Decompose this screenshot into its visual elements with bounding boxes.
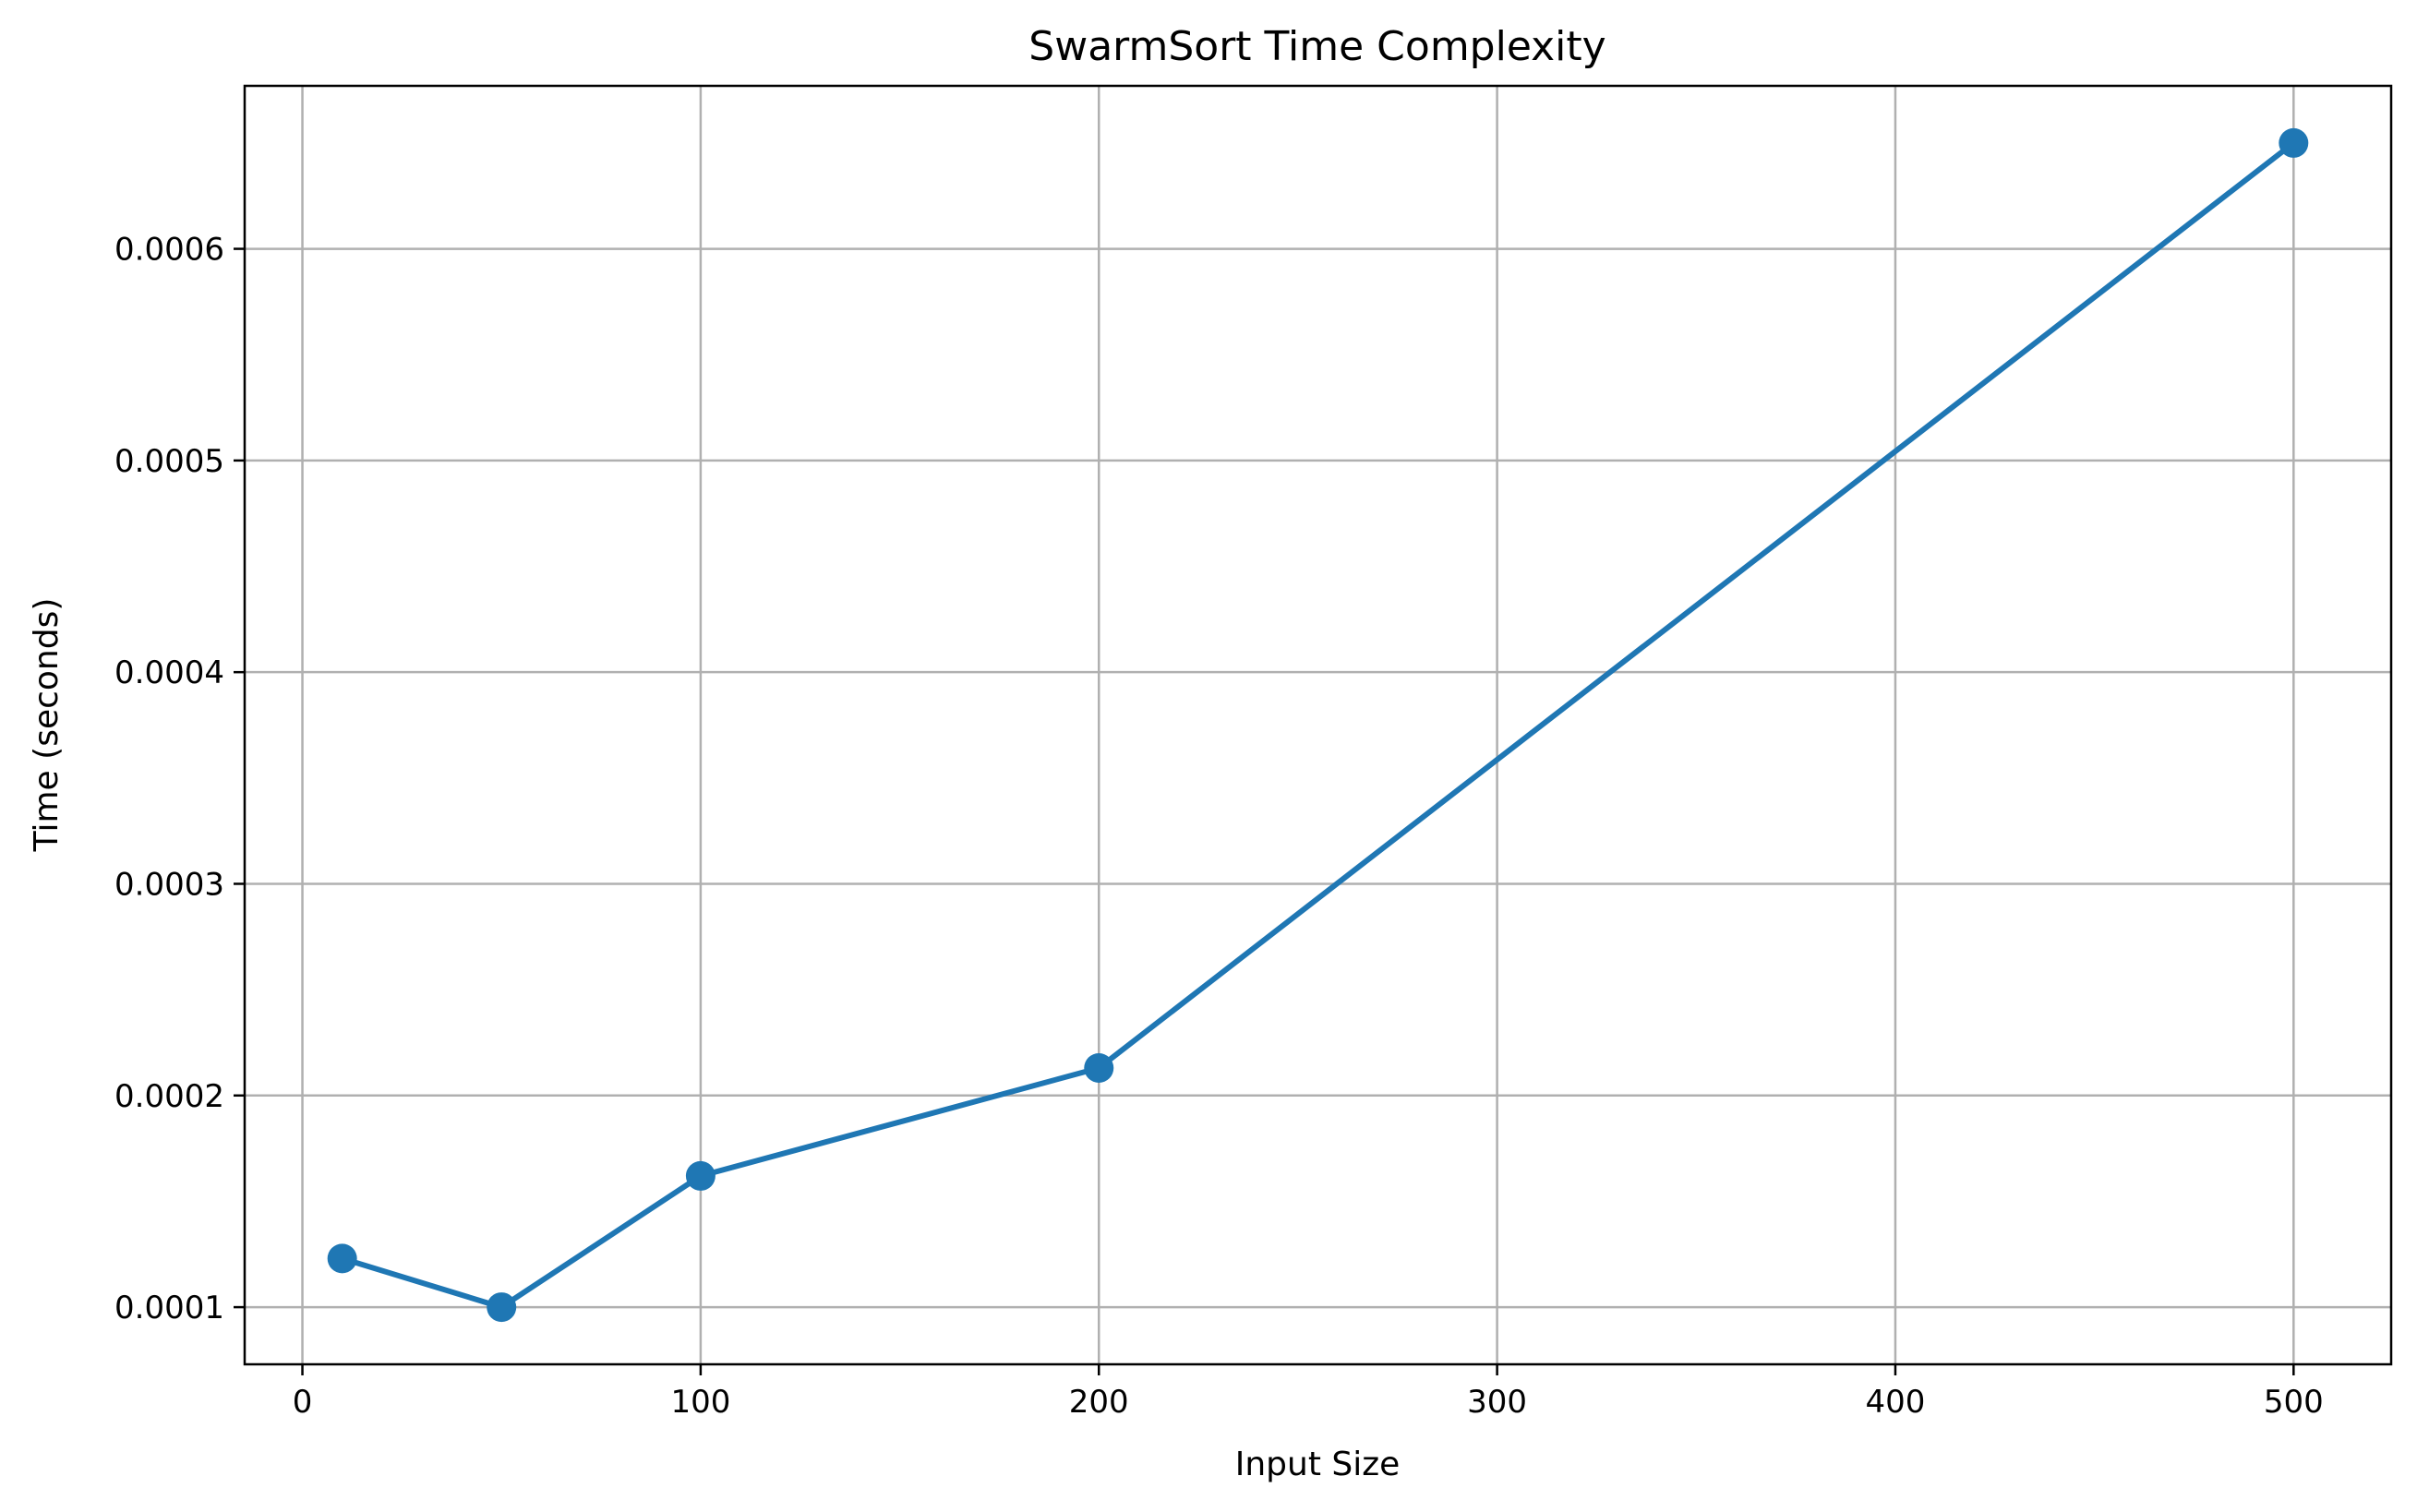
y-tick-label: 0.0004	[114, 654, 224, 691]
chart-title: SwarmSort Time Complexity	[1028, 23, 1605, 70]
x-tick-label: 100	[670, 1384, 730, 1421]
x-tick-label: 0	[293, 1384, 313, 1421]
x-axis: 0 100 200 300 400 500	[293, 1364, 2324, 1421]
y-tick-label: 0.0003	[114, 866, 224, 903]
data-point	[487, 1292, 517, 1323]
x-axis-title: Input Size	[1235, 1446, 1401, 1483]
x-tick-label: 300	[1467, 1384, 1527, 1421]
data-point	[2279, 127, 2309, 158]
y-axis: 0.0001 0.0002 0.0003 0.0004 0.0005 0.0006	[114, 232, 245, 1326]
x-tick-label: 200	[1069, 1384, 1129, 1421]
series-layer	[327, 127, 2309, 1323]
y-tick-label: 0.0006	[114, 232, 224, 269]
axes-frame	[243, 84, 2393, 1366]
data-point	[685, 1160, 715, 1191]
data-point	[1084, 1052, 1114, 1083]
x-tick-label: 400	[1866, 1384, 1926, 1421]
y-tick-label: 0.0001	[114, 1290, 224, 1326]
data-point	[327, 1243, 357, 1274]
grid	[245, 86, 2391, 1364]
x-tick-label: 500	[2264, 1384, 2324, 1421]
y-tick-label: 0.0002	[114, 1078, 224, 1115]
y-axis-title: Time (seconds)	[28, 598, 66, 853]
y-tick-label: 0.0005	[114, 443, 224, 480]
